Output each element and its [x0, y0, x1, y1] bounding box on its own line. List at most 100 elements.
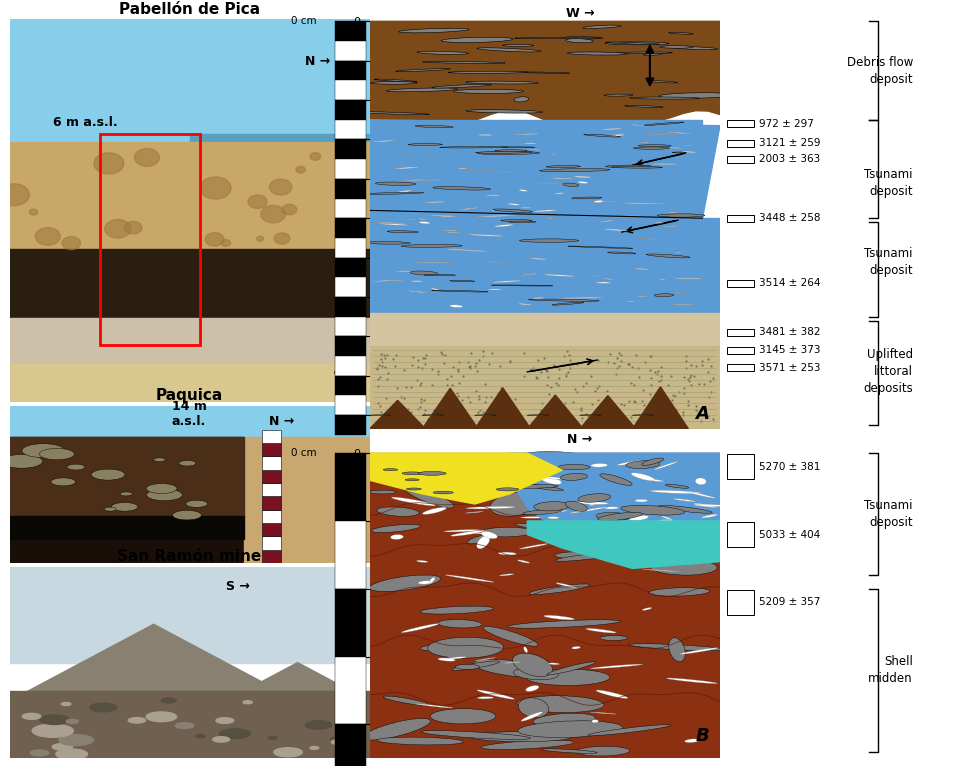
- Ellipse shape: [556, 583, 577, 588]
- Ellipse shape: [401, 180, 426, 181]
- Text: 3514 ± 264: 3514 ± 264: [759, 278, 821, 288]
- Bar: [261, 509, 281, 523]
- Polygon shape: [370, 21, 720, 126]
- Ellipse shape: [402, 472, 422, 475]
- Ellipse shape: [524, 647, 528, 653]
- Ellipse shape: [498, 552, 516, 555]
- Bar: [261, 457, 281, 470]
- Ellipse shape: [616, 52, 672, 54]
- Bar: [261, 496, 281, 509]
- Ellipse shape: [695, 478, 707, 485]
- Bar: [334, 395, 366, 415]
- Ellipse shape: [534, 502, 569, 511]
- Ellipse shape: [441, 216, 453, 217]
- Text: B: B: [696, 727, 709, 745]
- Ellipse shape: [502, 44, 534, 47]
- Ellipse shape: [420, 221, 430, 224]
- Ellipse shape: [506, 485, 559, 489]
- Ellipse shape: [680, 648, 718, 654]
- Ellipse shape: [673, 499, 696, 502]
- Text: 5209 ± 357: 5209 ± 357: [759, 597, 821, 607]
- Ellipse shape: [508, 620, 620, 628]
- Ellipse shape: [248, 195, 267, 208]
- Text: 6 m a.s.l.: 6 m a.s.l.: [53, 116, 117, 129]
- Text: 5270 ± 381: 5270 ± 381: [759, 462, 821, 472]
- Ellipse shape: [545, 510, 567, 514]
- Ellipse shape: [617, 460, 642, 465]
- Ellipse shape: [408, 143, 443, 146]
- Ellipse shape: [604, 507, 619, 509]
- Ellipse shape: [642, 569, 681, 571]
- Ellipse shape: [657, 511, 680, 522]
- Text: W →: W →: [565, 7, 594, 20]
- Ellipse shape: [331, 738, 342, 741]
- Ellipse shape: [420, 645, 461, 651]
- Ellipse shape: [420, 606, 493, 614]
- Ellipse shape: [179, 460, 196, 466]
- Text: 3121 ± 259: 3121 ± 259: [759, 139, 821, 149]
- Ellipse shape: [196, 735, 205, 738]
- Ellipse shape: [459, 208, 479, 210]
- Ellipse shape: [508, 204, 520, 205]
- Ellipse shape: [488, 289, 502, 290]
- Ellipse shape: [540, 169, 610, 172]
- Ellipse shape: [362, 192, 423, 195]
- Ellipse shape: [576, 746, 630, 756]
- Ellipse shape: [631, 473, 655, 480]
- Ellipse shape: [62, 237, 81, 250]
- Ellipse shape: [422, 507, 446, 514]
- Bar: [727, 120, 754, 127]
- Ellipse shape: [517, 696, 604, 712]
- Ellipse shape: [370, 280, 404, 282]
- Ellipse shape: [451, 530, 485, 536]
- Ellipse shape: [282, 205, 297, 214]
- Ellipse shape: [420, 731, 531, 739]
- Ellipse shape: [94, 152, 124, 174]
- Ellipse shape: [650, 490, 701, 493]
- Ellipse shape: [270, 179, 292, 195]
- Ellipse shape: [176, 722, 194, 728]
- Ellipse shape: [442, 656, 467, 660]
- Ellipse shape: [456, 466, 468, 468]
- Ellipse shape: [173, 510, 202, 520]
- Text: S →: S →: [226, 580, 250, 593]
- Ellipse shape: [261, 205, 285, 223]
- Ellipse shape: [573, 176, 591, 178]
- Ellipse shape: [478, 152, 540, 155]
- Ellipse shape: [496, 488, 519, 491]
- Ellipse shape: [543, 615, 574, 620]
- Ellipse shape: [154, 458, 165, 462]
- Ellipse shape: [310, 152, 321, 160]
- Ellipse shape: [440, 146, 508, 148]
- Ellipse shape: [570, 507, 607, 513]
- Ellipse shape: [612, 166, 662, 169]
- Ellipse shape: [268, 737, 277, 739]
- Bar: [334, 100, 366, 119]
- Ellipse shape: [684, 491, 716, 499]
- Ellipse shape: [433, 491, 453, 494]
- Ellipse shape: [51, 478, 76, 486]
- Ellipse shape: [607, 134, 624, 136]
- Ellipse shape: [593, 474, 655, 483]
- Bar: [334, 119, 366, 139]
- Ellipse shape: [533, 713, 595, 726]
- Bar: [334, 80, 366, 100]
- Bar: [334, 218, 366, 238]
- Ellipse shape: [674, 278, 703, 279]
- Ellipse shape: [567, 246, 633, 248]
- Ellipse shape: [492, 280, 521, 283]
- Ellipse shape: [411, 280, 423, 282]
- Ellipse shape: [186, 500, 207, 507]
- Ellipse shape: [578, 494, 611, 502]
- Ellipse shape: [466, 506, 516, 509]
- Text: N →: N →: [269, 415, 294, 428]
- Ellipse shape: [625, 106, 663, 107]
- Ellipse shape: [669, 212, 677, 213]
- Ellipse shape: [617, 529, 648, 539]
- Bar: [10, 567, 370, 663]
- Ellipse shape: [0, 184, 30, 206]
- Ellipse shape: [557, 529, 564, 535]
- Polygon shape: [370, 401, 425, 429]
- Ellipse shape: [661, 215, 694, 216]
- Text: Debris flow
deposit: Debris flow deposit: [847, 56, 913, 86]
